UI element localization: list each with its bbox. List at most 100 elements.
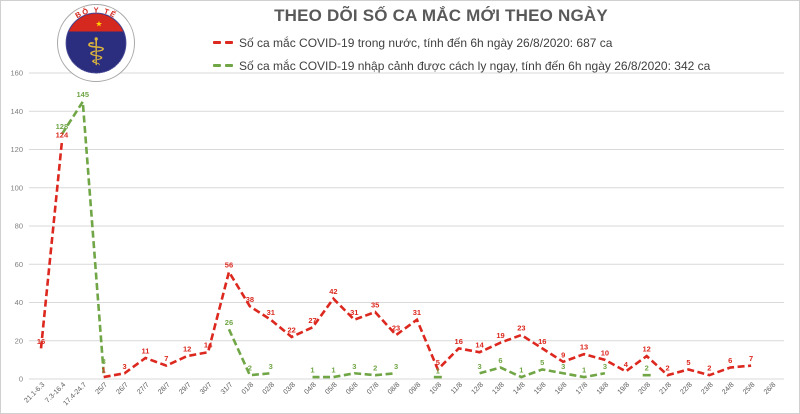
data-label-domestic: 31 xyxy=(413,308,421,317)
y-tick-label: 140 xyxy=(10,107,23,116)
x-tick-label: 16/8 xyxy=(554,381,569,396)
series-segment xyxy=(479,366,606,379)
legend-label-domestic: Số ca mắc COVID-19 trong nước, tính đến … xyxy=(239,35,613,50)
data-label-imported: 5 xyxy=(540,358,544,367)
series-segment xyxy=(312,371,397,379)
x-tick-label: 06/8 xyxy=(345,381,360,396)
data-label-domestic: 42 xyxy=(329,287,337,296)
caduceus-icon: ⚕ xyxy=(86,30,107,74)
data-label-domestic: 9 xyxy=(561,350,565,359)
x-tick-label: 28/7 xyxy=(157,381,172,396)
data-label-domestic: 16 xyxy=(538,337,546,346)
data-label-domestic: 4 xyxy=(624,360,629,369)
x-tick-label: 31/7 xyxy=(220,381,235,396)
x-tick-label: 15/8 xyxy=(533,381,548,396)
data-label-imported: 3 xyxy=(269,362,273,371)
x-tick-label: 02/8 xyxy=(262,381,277,396)
data-label-domestic: 14 xyxy=(204,341,213,350)
data-label-imported: 3 xyxy=(561,362,565,371)
x-tick-label: 05/8 xyxy=(324,381,339,396)
series-line-imported xyxy=(60,97,651,379)
x-tick-label: 01/8 xyxy=(241,381,256,396)
y-tick-label: 0 xyxy=(19,375,23,384)
x-tick-label: 17.4-24.7 xyxy=(62,381,88,407)
x-tick-label: 07/8 xyxy=(366,381,381,396)
data-label-domestic: 2 xyxy=(665,364,669,373)
x-tick-label: 20/8 xyxy=(638,381,653,396)
data-label-domestic: 12 xyxy=(643,345,651,354)
data-label-imported: 3 xyxy=(394,362,398,371)
data-label-imported: 3 xyxy=(352,362,356,371)
logo-red-band xyxy=(68,13,124,32)
data-label-imported: 2 xyxy=(645,364,649,373)
x-tick-label: 04/8 xyxy=(303,381,318,396)
x-tick-label: 11/8 xyxy=(450,381,464,395)
data-label-imported: 3 xyxy=(603,362,607,371)
data-label-domestic: 14 xyxy=(475,341,484,350)
y-tick-label: 80 xyxy=(15,222,23,231)
page-title: THEO DÕI SỐ CA MẮC MỚI THEO NGÀY xyxy=(274,6,608,25)
star-icon: ★ xyxy=(95,20,102,29)
y-tick-label: 100 xyxy=(10,183,23,192)
data-label-domestic: 16 xyxy=(37,337,45,346)
data-label-imported: 1 xyxy=(310,366,314,375)
data-label-domestic: 124 xyxy=(56,130,69,139)
data-label-domestic: 27 xyxy=(308,316,316,325)
data-label-imported: 26 xyxy=(225,318,233,327)
legend-label-imported: Số ca mắc COVID-19 nhập cảnh được cách l… xyxy=(239,58,711,73)
data-label-domestic: 7 xyxy=(749,354,753,363)
series-segment xyxy=(39,141,64,349)
x-tick-label: 26/7 xyxy=(115,381,130,396)
y-tick-label: 60 xyxy=(15,260,23,269)
x-tick-label: 18/8 xyxy=(596,381,611,396)
data-label-domestic: 22 xyxy=(287,325,295,334)
series-segment xyxy=(60,97,105,374)
data-label-domestic: 31 xyxy=(350,308,358,317)
x-tick-label: 08/8 xyxy=(387,381,402,396)
data-label-domestic: 56 xyxy=(225,260,233,269)
ministry-of-health-logo: ★ ⚕ BỘ Y TẾ MINISTRY OF HEALTH xyxy=(56,3,136,83)
data-label-domestic: 5 xyxy=(686,358,690,367)
data-label-domestic: 23 xyxy=(392,324,400,333)
data-label-domestic: 23 xyxy=(517,324,525,333)
x-tick-label: 23/8 xyxy=(700,381,715,396)
x-axis-tick-labels: 21.1-6.37.3-16.417.4-24.7 25/7 26/7 27/7 28/… xyxy=(23,381,777,407)
data-label-imported: 145 xyxy=(77,90,90,99)
series-line-domestic xyxy=(39,141,752,379)
x-tick-label: 26/8 xyxy=(763,381,778,396)
x-tick-label: 03/8 xyxy=(282,381,297,396)
x-tick-label: 17/8 xyxy=(575,381,590,396)
data-label-domestic: 11 xyxy=(141,346,149,355)
y-tick-label: 120 xyxy=(10,145,23,154)
y-tick-label: 160 xyxy=(10,69,23,78)
x-tick-label: 13/8 xyxy=(491,381,506,396)
y-tick-label: 40 xyxy=(15,298,23,307)
data-label-domestic: 3 xyxy=(122,362,126,371)
legend-item-imported: Số ca mắc COVID-19 nhập cảnh được cách l… xyxy=(213,54,710,77)
data-label-imported: 1 xyxy=(436,366,440,375)
data-label-domestic: 12 xyxy=(183,345,191,354)
x-tick-label: 25/7 xyxy=(94,381,109,396)
legend: Số ca mắc COVID-19 trong nước, tính đến … xyxy=(213,31,710,77)
data-label-imported: 1 xyxy=(519,366,523,375)
x-tick-label: 29/7 xyxy=(178,381,193,396)
legend-item-domestic: Số ca mắc COVID-19 trong nước, tính đến … xyxy=(213,31,710,54)
domestic-dash-marker xyxy=(213,41,233,44)
data-label-imported: 6 xyxy=(498,356,502,365)
x-tick-label: 12/8 xyxy=(470,381,485,396)
x-tick-label: 24/8 xyxy=(721,381,736,396)
x-tick-label: 14/8 xyxy=(512,381,527,396)
data-label-domestic: 16 xyxy=(455,337,463,346)
data-label-domestic: 31 xyxy=(267,308,275,317)
x-tick-label: 21.1-6.3 xyxy=(23,381,46,404)
x-tick-label: 09/8 xyxy=(408,381,423,396)
data-label-imported: 3 xyxy=(102,357,106,366)
logo-seal: ★ ⚕ BỘ Y TẾ MINISTRY OF HEALTH xyxy=(57,4,135,82)
data-label-imported: 2 xyxy=(373,364,377,373)
data-label-imported: 128 xyxy=(56,122,69,131)
y-axis-tick-labels: 0 20 40 60 80 100 120 140 160 xyxy=(10,69,23,384)
data-label-domestic: 6 xyxy=(728,356,732,365)
